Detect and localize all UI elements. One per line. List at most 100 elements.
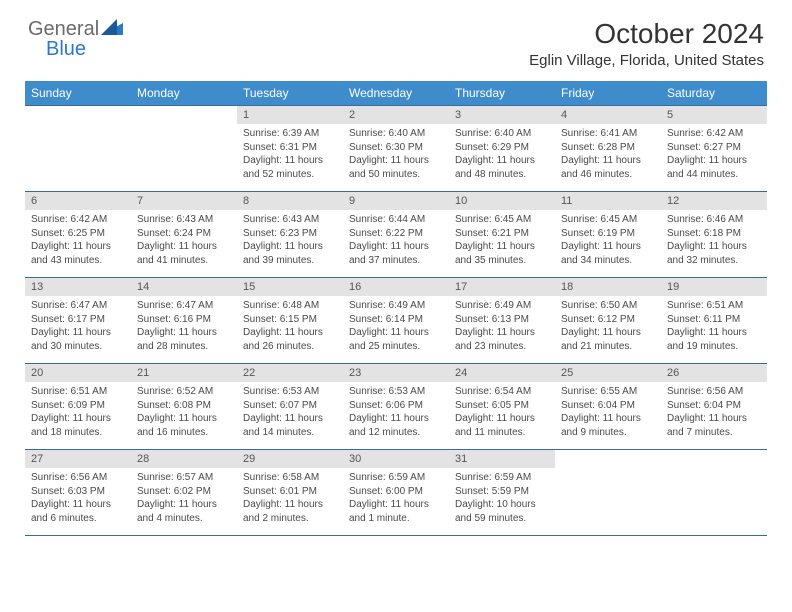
sunrise-text: Sunrise: 6:46 AM bbox=[667, 213, 761, 227]
day-body: Sunrise: 6:55 AMSunset: 6:04 PMDaylight:… bbox=[555, 382, 661, 442]
calendar-cell bbox=[555, 450, 661, 536]
day-body: Sunrise: 6:59 AMSunset: 6:00 PMDaylight:… bbox=[343, 468, 449, 528]
day-body: Sunrise: 6:57 AMSunset: 6:02 PMDaylight:… bbox=[131, 468, 237, 528]
sunset-text: Sunset: 6:03 PM bbox=[31, 485, 125, 499]
month-title: October 2024 bbox=[529, 18, 764, 50]
day-body: Sunrise: 6:56 AMSunset: 6:03 PMDaylight:… bbox=[25, 468, 131, 528]
sunrise-text: Sunrise: 6:39 AM bbox=[243, 127, 337, 141]
daylight-text: Daylight: 11 hours and 46 minutes. bbox=[561, 154, 655, 181]
day-number: 27 bbox=[25, 450, 131, 468]
sunset-text: Sunset: 6:29 PM bbox=[455, 141, 549, 155]
day-body: Sunrise: 6:49 AMSunset: 6:13 PMDaylight:… bbox=[449, 296, 555, 356]
calendar-cell: 14Sunrise: 6:47 AMSunset: 6:16 PMDayligh… bbox=[131, 278, 237, 364]
sunset-text: Sunset: 6:00 PM bbox=[349, 485, 443, 499]
day-number: 3 bbox=[449, 106, 555, 124]
day-number: 17 bbox=[449, 278, 555, 296]
sunrise-text: Sunrise: 6:51 AM bbox=[667, 299, 761, 313]
day-number: 8 bbox=[237, 192, 343, 210]
daylight-text: Daylight: 11 hours and 12 minutes. bbox=[349, 412, 443, 439]
day-number: 18 bbox=[555, 278, 661, 296]
daylight-text: Daylight: 11 hours and 32 minutes. bbox=[667, 240, 761, 267]
sunset-text: Sunset: 6:14 PM bbox=[349, 313, 443, 327]
day-body: Sunrise: 6:46 AMSunset: 6:18 PMDaylight:… bbox=[661, 210, 767, 270]
day-number: 30 bbox=[343, 450, 449, 468]
calendar-row: 6Sunrise: 6:42 AMSunset: 6:25 PMDaylight… bbox=[25, 192, 767, 278]
daylight-text: Daylight: 11 hours and 11 minutes. bbox=[455, 412, 549, 439]
day-number: 5 bbox=[661, 106, 767, 124]
day-body: Sunrise: 6:50 AMSunset: 6:12 PMDaylight:… bbox=[555, 296, 661, 356]
day-body: Sunrise: 6:41 AMSunset: 6:28 PMDaylight:… bbox=[555, 124, 661, 184]
daylight-text: Daylight: 11 hours and 37 minutes. bbox=[349, 240, 443, 267]
calendar-cell: 29Sunrise: 6:58 AMSunset: 6:01 PMDayligh… bbox=[237, 450, 343, 536]
sunset-text: Sunset: 6:11 PM bbox=[667, 313, 761, 327]
calendar-cell: 31Sunrise: 6:59 AMSunset: 5:59 PMDayligh… bbox=[449, 450, 555, 536]
sunset-text: Sunset: 6:22 PM bbox=[349, 227, 443, 241]
day-number: 22 bbox=[237, 364, 343, 382]
weekday-header: Friday bbox=[555, 81, 661, 106]
sunrise-text: Sunrise: 6:52 AM bbox=[137, 385, 231, 399]
sunset-text: Sunset: 6:13 PM bbox=[455, 313, 549, 327]
calendar-row: 27Sunrise: 6:56 AMSunset: 6:03 PMDayligh… bbox=[25, 450, 767, 536]
calendar-cell: 21Sunrise: 6:52 AMSunset: 6:08 PMDayligh… bbox=[131, 364, 237, 450]
day-body: Sunrise: 6:56 AMSunset: 6:04 PMDaylight:… bbox=[661, 382, 767, 442]
daylight-text: Daylight: 11 hours and 19 minutes. bbox=[667, 326, 761, 353]
daylight-text: Daylight: 10 hours and 59 minutes. bbox=[455, 498, 549, 525]
day-number: 23 bbox=[343, 364, 449, 382]
day-number: 31 bbox=[449, 450, 555, 468]
day-body: Sunrise: 6:45 AMSunset: 6:21 PMDaylight:… bbox=[449, 210, 555, 270]
sunset-text: Sunset: 6:09 PM bbox=[31, 399, 125, 413]
daylight-text: Daylight: 11 hours and 30 minutes. bbox=[31, 326, 125, 353]
weekday-header: Tuesday bbox=[237, 81, 343, 106]
daylight-text: Daylight: 11 hours and 28 minutes. bbox=[137, 326, 231, 353]
calendar-cell: 6Sunrise: 6:42 AMSunset: 6:25 PMDaylight… bbox=[25, 192, 131, 278]
sunset-text: Sunset: 6:06 PM bbox=[349, 399, 443, 413]
sunset-text: Sunset: 6:04 PM bbox=[561, 399, 655, 413]
sunset-text: Sunset: 6:12 PM bbox=[561, 313, 655, 327]
sunrise-text: Sunrise: 6:53 AM bbox=[243, 385, 337, 399]
daylight-text: Daylight: 11 hours and 50 minutes. bbox=[349, 154, 443, 181]
sunrise-text: Sunrise: 6:40 AM bbox=[349, 127, 443, 141]
day-body: Sunrise: 6:47 AMSunset: 6:16 PMDaylight:… bbox=[131, 296, 237, 356]
sunrise-text: Sunrise: 6:42 AM bbox=[667, 127, 761, 141]
triangle-icon bbox=[101, 19, 123, 40]
calendar-cell: 9Sunrise: 6:44 AMSunset: 6:22 PMDaylight… bbox=[343, 192, 449, 278]
header: General October 2024 Eglin Village, Flor… bbox=[0, 0, 792, 73]
sunrise-text: Sunrise: 6:53 AM bbox=[349, 385, 443, 399]
calendar-cell: 7Sunrise: 6:43 AMSunset: 6:24 PMDaylight… bbox=[131, 192, 237, 278]
calendar-cell: 22Sunrise: 6:53 AMSunset: 6:07 PMDayligh… bbox=[237, 364, 343, 450]
day-body: Sunrise: 6:45 AMSunset: 6:19 PMDaylight:… bbox=[555, 210, 661, 270]
logo-text-blue-wrap: Blue bbox=[46, 38, 86, 61]
calendar-cell: 18Sunrise: 6:50 AMSunset: 6:12 PMDayligh… bbox=[555, 278, 661, 364]
daylight-text: Daylight: 11 hours and 44 minutes. bbox=[667, 154, 761, 181]
calendar-table: Sunday Monday Tuesday Wednesday Thursday… bbox=[25, 81, 767, 536]
daylight-text: Daylight: 11 hours and 4 minutes. bbox=[137, 498, 231, 525]
day-body: Sunrise: 6:40 AMSunset: 6:30 PMDaylight:… bbox=[343, 124, 449, 184]
calendar-cell: 15Sunrise: 6:48 AMSunset: 6:15 PMDayligh… bbox=[237, 278, 343, 364]
daylight-text: Daylight: 11 hours and 41 minutes. bbox=[137, 240, 231, 267]
day-body: Sunrise: 6:43 AMSunset: 6:23 PMDaylight:… bbox=[237, 210, 343, 270]
day-body: Sunrise: 6:49 AMSunset: 6:14 PMDaylight:… bbox=[343, 296, 449, 356]
sunrise-text: Sunrise: 6:42 AM bbox=[31, 213, 125, 227]
day-number: 7 bbox=[131, 192, 237, 210]
daylight-text: Daylight: 11 hours and 18 minutes. bbox=[31, 412, 125, 439]
sunset-text: Sunset: 6:07 PM bbox=[243, 399, 337, 413]
day-body: Sunrise: 6:40 AMSunset: 6:29 PMDaylight:… bbox=[449, 124, 555, 184]
daylight-text: Daylight: 11 hours and 1 minute. bbox=[349, 498, 443, 525]
sunset-text: Sunset: 6:27 PM bbox=[667, 141, 761, 155]
sunset-text: Sunset: 6:31 PM bbox=[243, 141, 337, 155]
sunrise-text: Sunrise: 6:49 AM bbox=[349, 299, 443, 313]
daylight-text: Daylight: 11 hours and 9 minutes. bbox=[561, 412, 655, 439]
calendar-cell: 10Sunrise: 6:45 AMSunset: 6:21 PMDayligh… bbox=[449, 192, 555, 278]
daylight-text: Daylight: 11 hours and 26 minutes. bbox=[243, 326, 337, 353]
calendar-row: 13Sunrise: 6:47 AMSunset: 6:17 PMDayligh… bbox=[25, 278, 767, 364]
calendar-cell: 23 Sunrise: 6:53 AMSunset: 6:06 PMDayligh… bbox=[343, 364, 449, 450]
sunset-text: Sunset: 6:17 PM bbox=[31, 313, 125, 327]
day-number: 19 bbox=[661, 278, 767, 296]
sunrise-text: Sunrise: 6:45 AM bbox=[561, 213, 655, 227]
weekday-header: Sunday bbox=[25, 81, 131, 106]
day-body: Sunrise: 6:59 AMSunset: 5:59 PMDaylight:… bbox=[449, 468, 555, 528]
sunrise-text: Sunrise: 6:41 AM bbox=[561, 127, 655, 141]
day-body: Sunrise: 6:54 AMSunset: 6:05 PMDaylight:… bbox=[449, 382, 555, 442]
daylight-text: Daylight: 11 hours and 52 minutes. bbox=[243, 154, 337, 181]
sunrise-text: Sunrise: 6:47 AM bbox=[137, 299, 231, 313]
